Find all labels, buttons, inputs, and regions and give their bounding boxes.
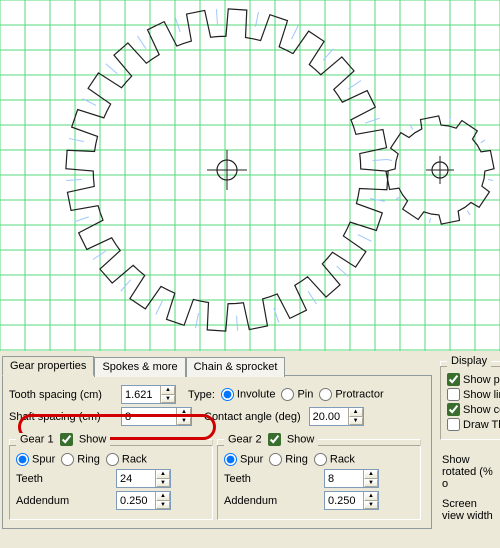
radio-involute[interactable]: Involute [221,388,276,401]
gear1-addendum-stepper[interactable]: ▲▼ [116,491,171,510]
tab-gear-properties[interactable]: Gear properties [2,356,94,376]
spin-up-icon[interactable]: ▲ [156,492,170,501]
label-show-rotated: Show rotated (% o [442,454,500,490]
contact-angle-stepper[interactable]: ▲▼ [309,407,364,426]
chk-show-line[interactable] [447,388,460,401]
legend-gear1: Gear 1 Show [16,433,110,446]
label-contact-angle: Contact angle (deg) [204,411,301,423]
legend-display: Display [447,355,491,367]
spin-down-icon[interactable]: ▼ [364,501,378,510]
spin-down-icon[interactable]: ▼ [156,479,170,488]
gear2-addendum-stepper[interactable]: ▲▼ [324,491,379,510]
spin-down-icon[interactable]: ▼ [156,501,170,510]
radio-gear1-rack[interactable]: Rack [106,453,147,466]
gear2-teeth-input[interactable] [325,470,363,487]
spin-up-icon[interactable]: ▲ [177,408,191,417]
radio-gear2-spur[interactable]: Spur [224,453,263,466]
spin-up-icon[interactable]: ▲ [349,408,363,417]
label-screen-view-width: Screen view width [442,498,500,522]
gear1-teeth-stepper[interactable]: ▲▼ [116,469,171,488]
gear1-addendum-input[interactable] [117,492,155,509]
tooth-spacing-stepper[interactable]: ▲▼ [121,385,176,404]
tab-chain-sprocket[interactable]: Chain & sprocket [186,357,286,377]
spin-down-icon[interactable]: ▼ [161,395,175,404]
legend-gear2: Gear 2 Show [224,433,318,446]
gear1-teeth-input[interactable] [117,470,155,487]
spin-up-icon[interactable]: ▲ [364,470,378,479]
radio-gear2-ring[interactable]: Ring [269,453,308,466]
chk-gear2-show[interactable] [268,433,281,446]
tooth-spacing-input[interactable] [122,386,160,403]
radio-gear2-rack[interactable]: Rack [314,453,355,466]
chk-draw-thicker[interactable] [447,418,460,431]
radio-pin[interactable]: Pin [281,388,313,401]
chk-show-pitch[interactable] [447,373,460,386]
label-gear1-addendum: Addendum [16,495,116,507]
label-gear2-teeth: Teeth [224,473,324,485]
tab-body-gear-properties: Tooth spacing (cm) ▲▼ Type: Involute Pin… [2,375,432,529]
spin-up-icon[interactable]: ▲ [156,470,170,479]
spin-down-icon[interactable]: ▼ [364,479,378,488]
label-gear2-addendum: Addendum [224,495,324,507]
label-tooth-spacing: Tooth spacing (cm) [9,389,121,401]
group-display: Display Show pitch d Show line of c Show… [440,355,500,440]
shaft-spacing-stepper[interactable]: ▲▼ [121,407,192,426]
spin-up-icon[interactable]: ▲ [161,386,175,395]
group-gear2: Gear 2 Show Spur Ring Rack Teeth ▲▼ [217,433,421,520]
label-shaft-spacing: Shaft spacing (cm) [9,411,121,423]
spin-down-icon[interactable]: ▼ [349,417,363,426]
spin-up-icon[interactable]: ▲ [364,492,378,501]
group-gear1: Gear 1 Show Spur Ring Rack Teeth ▲▼ [9,433,213,520]
radio-gear1-ring[interactable]: Ring [61,453,100,466]
gear-drawing [0,0,500,351]
label-type: Type: [188,389,215,401]
gear2-teeth-stepper[interactable]: ▲▼ [324,469,379,488]
spin-down-icon[interactable]: ▼ [177,417,191,426]
chk-show-center[interactable] [447,403,460,416]
contact-angle-input[interactable] [310,408,348,425]
label-gear1-teeth: Teeth [16,473,116,485]
shaft-spacing-input[interactable] [122,408,176,425]
gear2-addendum-input[interactable] [325,492,363,509]
radio-gear1-spur[interactable]: Spur [16,453,55,466]
gear-canvas [0,0,500,351]
tab-spokes-more[interactable]: Spokes & more [94,357,185,377]
chk-gear1-show[interactable] [60,433,73,446]
radio-protractor[interactable]: Protractor [319,388,383,401]
